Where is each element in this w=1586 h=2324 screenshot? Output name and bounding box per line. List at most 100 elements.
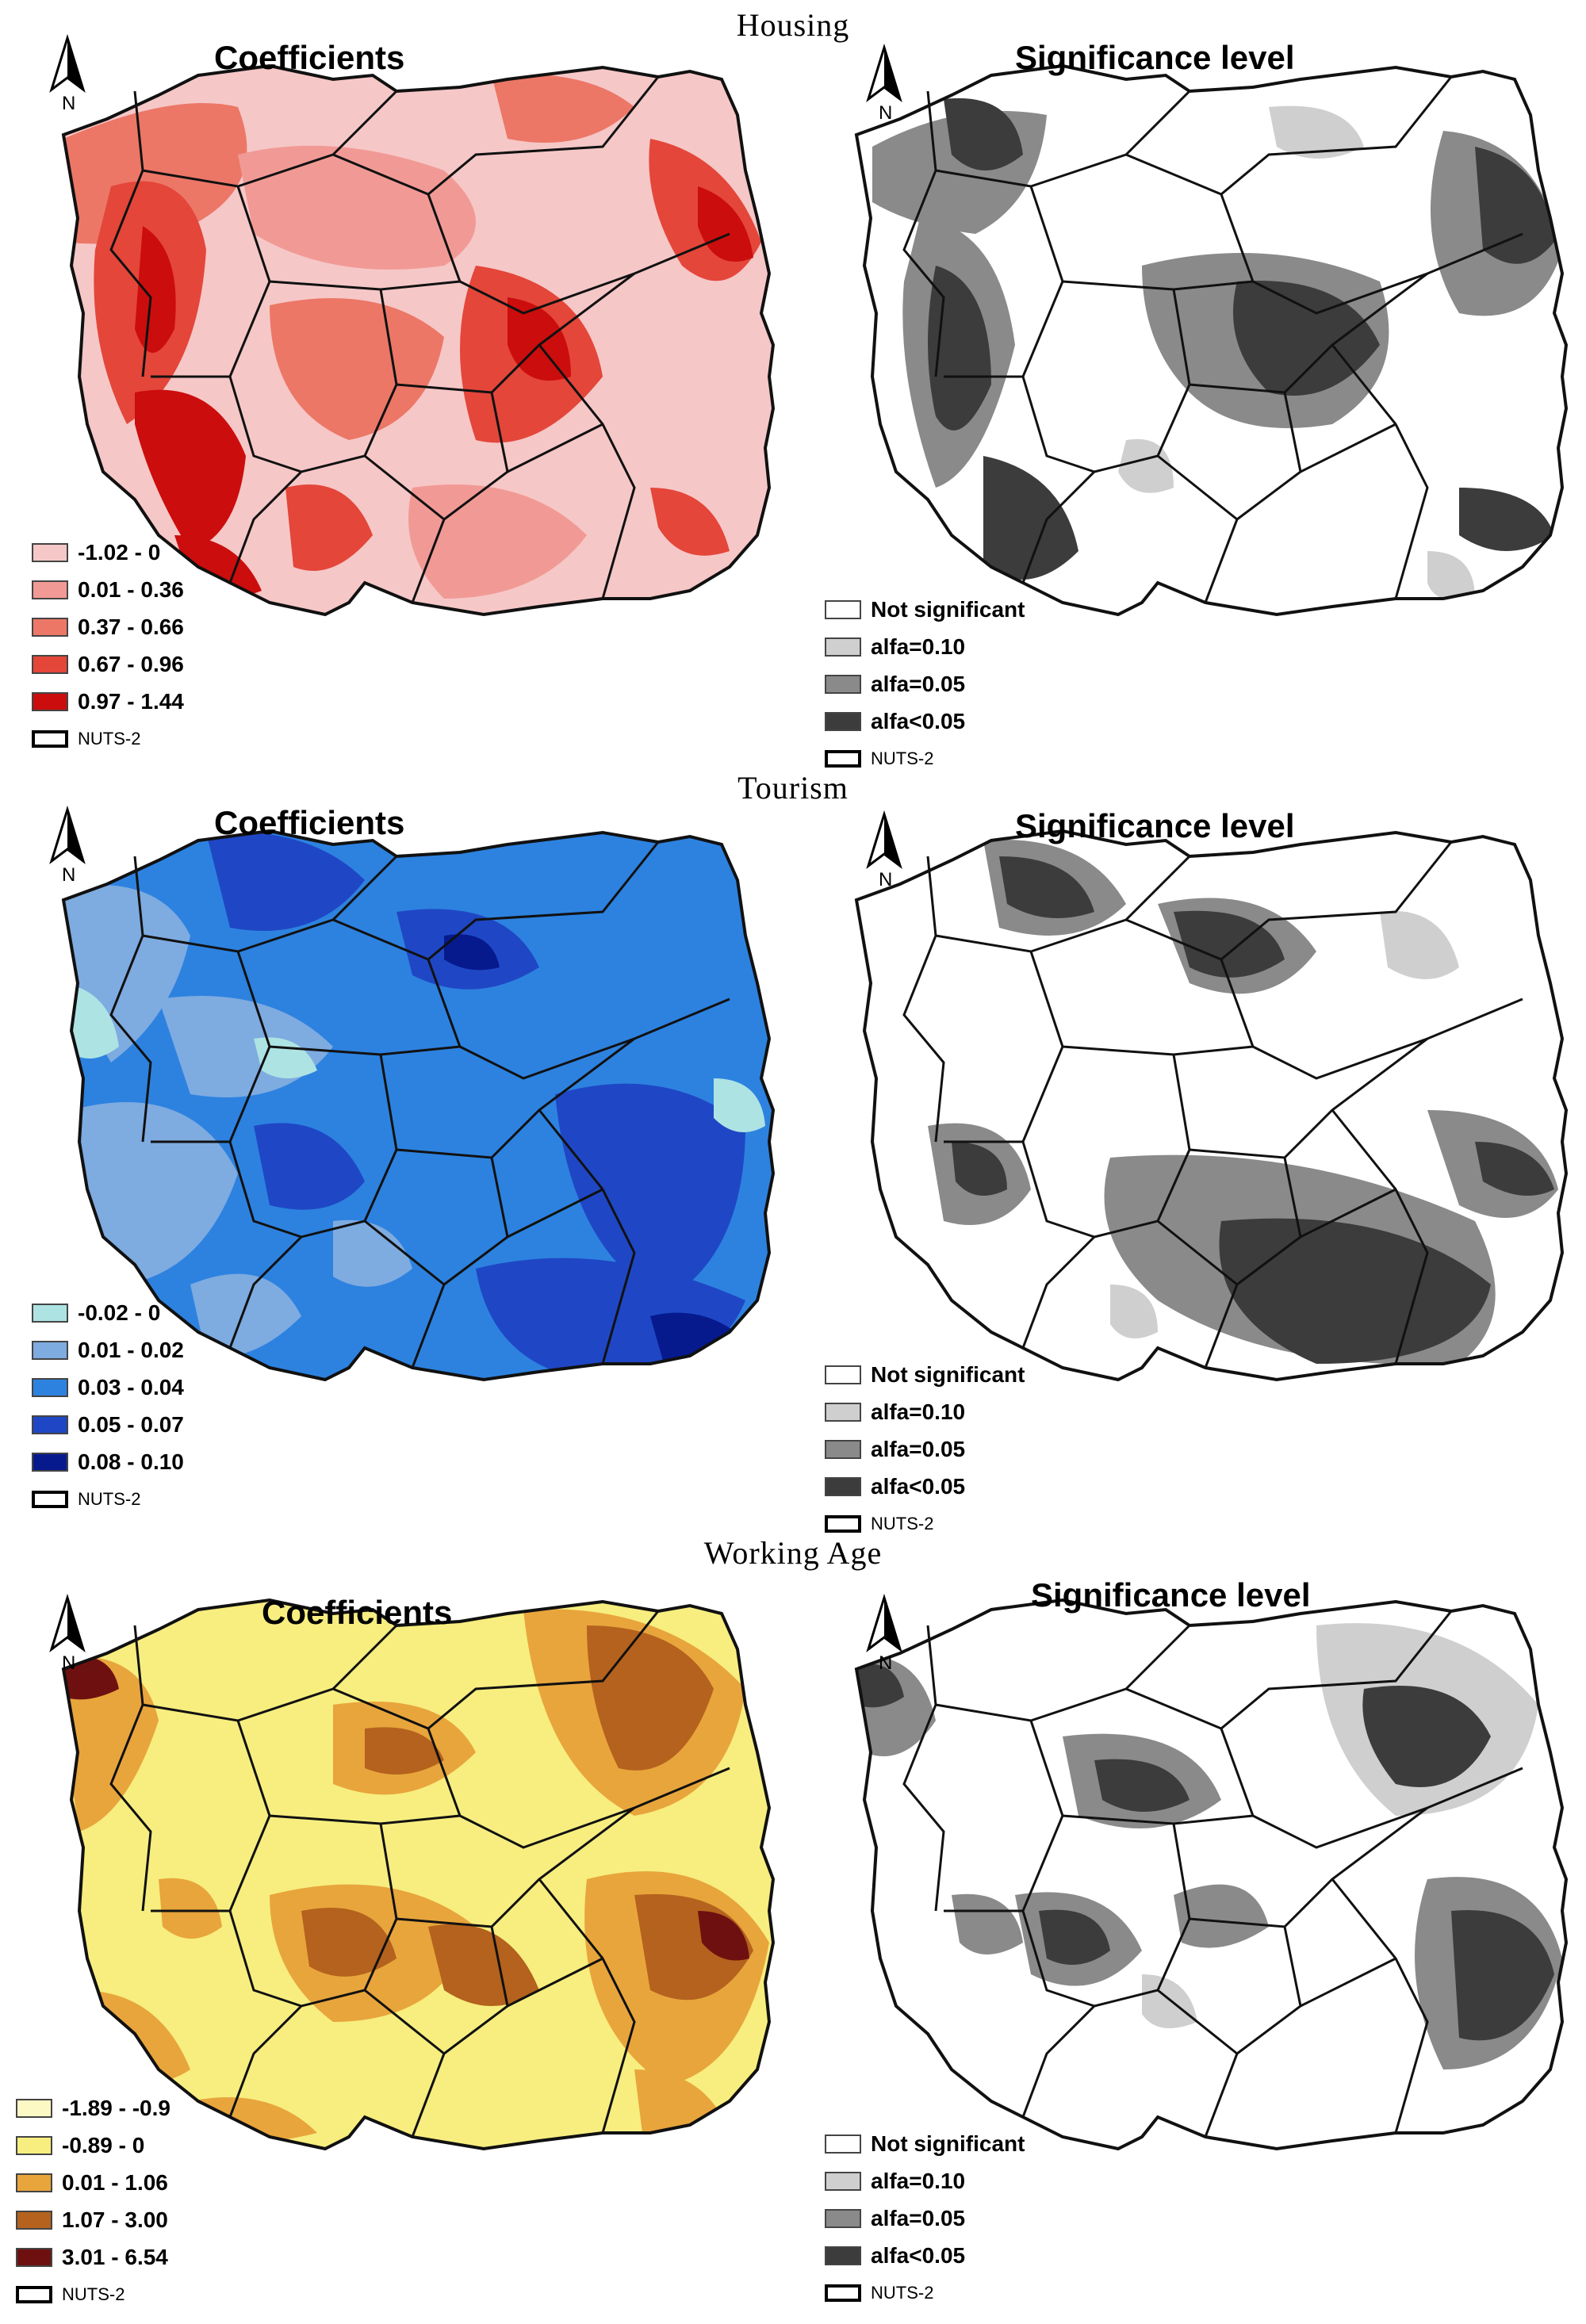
north-arrow-icon: N: [856, 1593, 912, 1674]
housing-sig-svg: [854, 63, 1569, 617]
zone: [63, 1656, 119, 1700]
working-age-significance-map: Significance level N Not significant alf…: [825, 1576, 1586, 2315]
legend-item: 0.03 - 0.04: [32, 1369, 184, 1406]
legend-label: -0.02 - 0: [78, 1300, 161, 1325]
tourism-coefficients-map: Coefficients N -0.02 - 0 0.01 - 0.02 0.0…: [32, 804, 793, 1546]
nuts-swatch: [32, 729, 68, 748]
zone: [1380, 910, 1459, 979]
tourism-coef-legend: -0.02 - 0 0.01 - 0.02 0.03 - 0.04 0.05 -…: [32, 1294, 184, 1518]
zone: [63, 1656, 159, 1832]
legend-item: alfa<0.05: [825, 1468, 1025, 1505]
north-label: N: [879, 1652, 892, 1673]
nuts2-boundaries: [854, 1598, 1569, 2151]
legend-item: 0.01 - 0.02: [32, 1331, 184, 1369]
legend-swatch: [825, 1365, 861, 1384]
nuts-label: NUTS-2: [78, 1488, 141, 1509]
working-age-coef-svg: [61, 1598, 776, 2151]
zone: [952, 1142, 1007, 1196]
nuts-swatch: [825, 2284, 861, 2302]
legend-item: alfa<0.05: [825, 2237, 1025, 2274]
zone: [714, 1078, 765, 1132]
section-title-working-age: Working Age: [703, 1535, 883, 1571]
north-arrow-icon: N: [40, 33, 95, 114]
legend-item: -0.89 - 0: [16, 2127, 170, 2164]
panel-title: Significance level: [1015, 39, 1295, 76]
zone: [952, 1893, 1023, 1955]
legend-item: alfa=0.05: [825, 1430, 1025, 1468]
legend-label: alfa=0.05: [871, 671, 966, 696]
legend-item: -1.89 - -0.9: [16, 2089, 170, 2127]
zone: [254, 1123, 365, 1210]
zone: [856, 1664, 904, 1708]
housing-coef-svg: [61, 63, 776, 617]
legend-swatch: [32, 542, 68, 562]
zone: [1427, 551, 1475, 601]
nuts-label: NUTS-2: [62, 2284, 125, 2304]
zone: [999, 856, 1094, 918]
legend-item: 1.07 - 3.00: [16, 2201, 170, 2238]
zone: [1039, 1909, 1110, 1965]
legend-swatch: [32, 1415, 68, 1434]
zone: [238, 145, 476, 270]
zone: [1362, 1686, 1491, 1787]
nuts2-boundaries: [854, 63, 1569, 617]
legend-label: alfa=0.10: [871, 634, 966, 659]
legend-label: alfa<0.05: [871, 1473, 966, 1499]
tourism-significance-map: Significance level N Not significant alf…: [825, 807, 1586, 1546]
zone: [285, 484, 373, 571]
north-label: N: [879, 869, 892, 890]
zone: [1475, 1142, 1554, 1196]
legend-item: 0.01 - 1.06: [16, 2164, 170, 2201]
legend-swatch: [825, 711, 861, 731]
zone: [1110, 1285, 1158, 1338]
legend-item: 0.97 - 1.44: [32, 683, 184, 720]
zone: [301, 1908, 396, 1977]
legend-item: alfa=0.10: [825, 1393, 1025, 1430]
legend-label: -0.89 - 0: [62, 2132, 145, 2157]
nuts-swatch: [16, 2285, 52, 2303]
zone: [1459, 488, 1554, 551]
zone: [159, 1878, 222, 1939]
legend-item: -1.02 - 0: [32, 534, 184, 571]
legend-swatch: [32, 1303, 68, 1323]
north-arrow-icon: N: [40, 805, 95, 886]
zone: [1174, 910, 1285, 978]
zone: [71, 1102, 238, 1285]
legend-swatch: [32, 691, 68, 711]
legend-label: 0.01 - 0.36: [78, 576, 184, 602]
nuts-label: NUTS-2: [871, 748, 934, 768]
legend-swatch: [16, 2098, 52, 2118]
tourism-sig-legend: Not significant alfa=0.10 alfa=0.05 alfa…: [825, 1356, 1025, 1542]
legend-item: alfa=0.10: [825, 628, 1025, 665]
legend-label: 0.67 - 0.96: [78, 651, 184, 676]
legend-item: 0.08 - 0.10: [32, 1443, 184, 1480]
legend-label: 0.37 - 0.66: [78, 614, 184, 639]
legend-item-nuts: NUTS-2: [32, 1480, 184, 1518]
tourism-sig-svg: [854, 829, 1569, 1382]
panel-title: Coefficients: [214, 39, 405, 76]
legend-label: 1.07 - 3.00: [62, 2207, 168, 2232]
legend-swatch: [16, 2247, 52, 2267]
north-label: N: [62, 864, 75, 885]
nuts2-boundaries: [854, 829, 1569, 1382]
section-title-tourism: Tourism: [737, 770, 849, 806]
legend-item: Not significant: [825, 1356, 1025, 1393]
legend-item-nuts: NUTS-2: [825, 1505, 1025, 1542]
zone: [1475, 147, 1554, 264]
section-title-housing: Housing: [736, 7, 850, 43]
zone: [1094, 1759, 1190, 1812]
nuts-label: NUTS-2: [871, 1513, 934, 1533]
housing-coef-legend: -1.02 - 0 0.01 - 0.36 0.37 - 0.66 0.67 -…: [32, 534, 184, 757]
zone: [539, 868, 634, 925]
legend-item: 0.01 - 0.36: [32, 571, 184, 608]
legend-swatch: [825, 2134, 861, 2154]
legend-item-nuts: NUTS-2: [16, 2276, 170, 2313]
legend-swatch: [825, 599, 861, 619]
zone: [1451, 1910, 1554, 2041]
legend-label: alfa=0.05: [871, 2205, 966, 2230]
zone: [1233, 281, 1380, 396]
nuts2-boundaries: [61, 829, 776, 1382]
legend-swatch: [16, 2210, 52, 2230]
zone: [650, 1312, 761, 1374]
legend-swatch: [32, 580, 68, 599]
